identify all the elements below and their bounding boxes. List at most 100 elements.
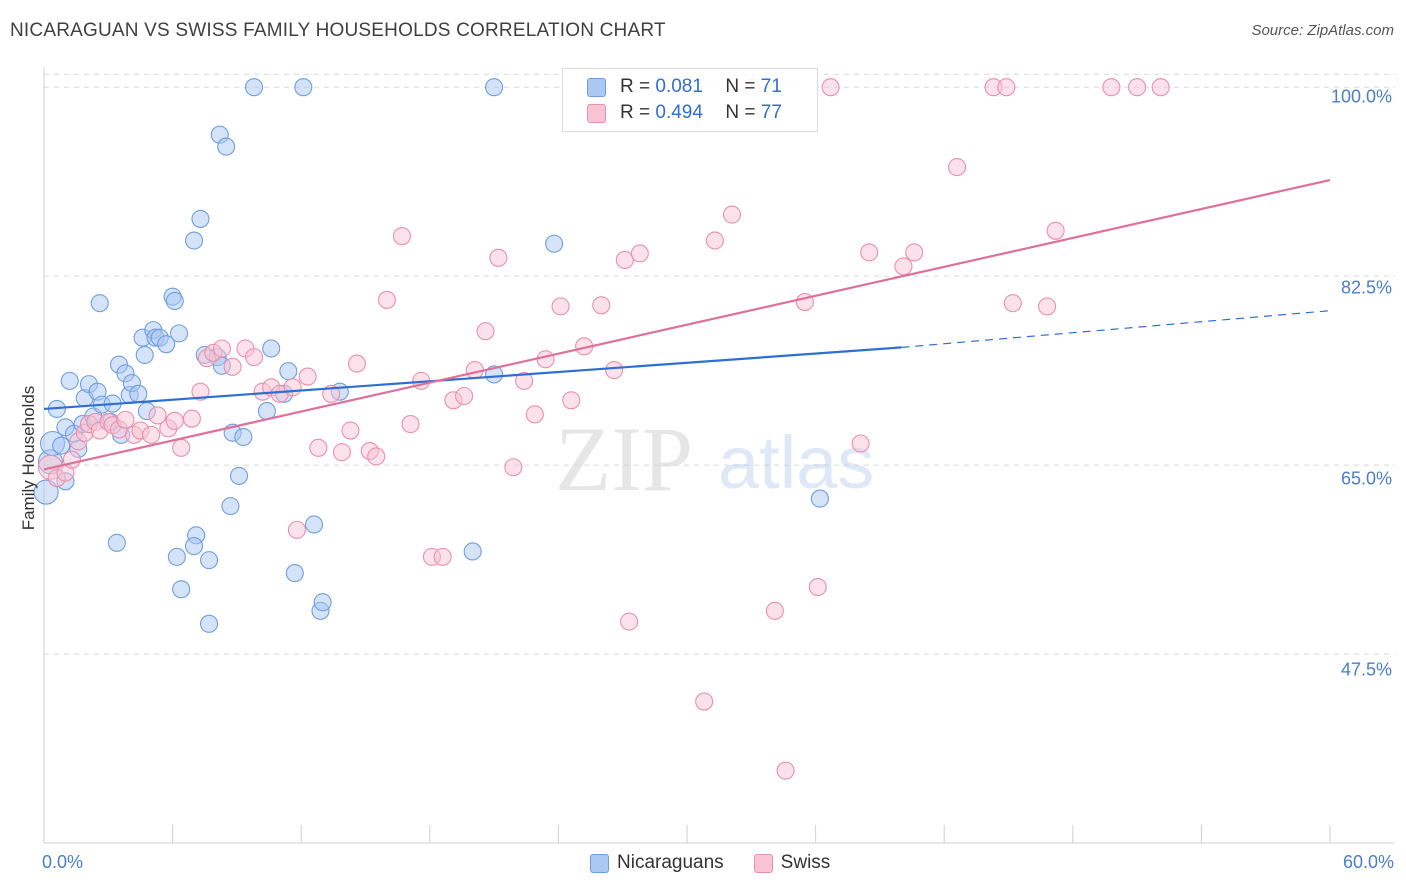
nicaraguans-point: [262, 339, 281, 358]
swiss-point: [905, 243, 924, 262]
swiss-point: [536, 350, 555, 369]
swiss-point: [695, 692, 714, 711]
y-tick-label: 100.0%: [1330, 86, 1392, 107]
nicaraguans-point: [157, 335, 176, 354]
y-tick-label: 82.5%: [1340, 277, 1392, 298]
swiss-point: [182, 409, 201, 428]
swiss-point: [172, 438, 191, 457]
nicaraguans-point: [229, 466, 249, 485]
swiss-point: [605, 361, 624, 380]
legend-row-swiss: R = 0.494 N = 77: [587, 101, 782, 125]
swiss-point: [191, 382, 210, 401]
swiss-trend-line: [43, 178, 1331, 471]
nicaraguans-point: [60, 371, 79, 390]
swiss-point: [894, 257, 913, 276]
r-value: 0.494: [655, 102, 703, 123]
swiss-point: [309, 438, 328, 457]
swiss-point: [776, 761, 795, 780]
swiss-point: [377, 290, 396, 309]
swiss-point: [392, 227, 411, 246]
swiss-point: [705, 231, 724, 250]
swiss-point: [476, 322, 495, 341]
swiss-point: [283, 378, 302, 397]
nicaraguans-point: [135, 345, 154, 365]
nicaraguans-point: [463, 542, 482, 561]
swiss-point: [148, 406, 167, 425]
swiss-point: [1046, 221, 1065, 240]
nicaraguans-point: [294, 78, 313, 97]
y-axis-title: Family Households: [19, 385, 38, 531]
y-tick-label: 47.5%: [1340, 659, 1392, 680]
swiss-point: [615, 250, 634, 270]
swiss-point: [515, 371, 534, 390]
n-value: 71: [760, 76, 782, 97]
swiss-point: [1128, 78, 1147, 97]
pink-swatch: [587, 103, 606, 123]
chart-title: NICARAGUAN VS SWISS FAMILY HOUSEHOLDS CO…: [10, 20, 666, 41]
swiss-point: [851, 434, 870, 453]
watermark-atlas: atlas: [718, 421, 874, 504]
swiss-point: [165, 411, 184, 430]
nicaraguans-point: [285, 564, 304, 583]
nicaraguans-point: [313, 593, 332, 612]
swiss-point: [1102, 78, 1121, 97]
trend-lines: [43, 178, 1331, 471]
correlation-legend: R = 0.081 N = 71 R = 0.494 N = 77: [562, 68, 818, 132]
nicaraguans-point: [172, 580, 191, 599]
nicaraguans-point: [810, 489, 829, 508]
blue-swatch: [587, 77, 606, 97]
n-label: N =: [725, 76, 756, 97]
swiss-point: [562, 391, 581, 410]
n-value: 77: [760, 102, 782, 123]
pink-swatch: [753, 853, 773, 873]
nicaraguans-point: [221, 497, 240, 516]
swiss-point: [142, 425, 161, 444]
nicaraguans-point: [169, 324, 189, 343]
x-tick-label: 0.0%: [42, 852, 84, 872]
swiss-point: [212, 339, 231, 358]
nicaraguans-trend-line: [43, 346, 902, 411]
swiss-point: [997, 78, 1016, 97]
swiss-point: [1003, 294, 1022, 313]
nicaraguans-point: [545, 234, 564, 253]
r-value: 0.081: [655, 76, 703, 97]
legend-label: Nicaraguans: [617, 852, 724, 873]
source-credit: Source: ZipAtlas.com: [1251, 22, 1394, 39]
swiss-point: [808, 578, 827, 597]
nicaraguans-point: [191, 209, 210, 228]
swiss-point: [1151, 78, 1170, 97]
swiss-point: [347, 354, 366, 373]
swiss-point: [401, 415, 420, 434]
nicaraguans-point: [184, 537, 204, 556]
nicaraguans-point: [33, 479, 59, 505]
r-label: R =: [620, 76, 651, 97]
series-legend: Nicaraguans Swiss: [590, 852, 860, 874]
swiss-point: [722, 205, 742, 224]
blue-swatch: [590, 853, 609, 873]
nicaraguans-point: [199, 614, 219, 633]
swiss-point: [116, 410, 135, 429]
swiss-point: [298, 367, 317, 386]
swiss-point: [630, 244, 649, 263]
swiss-point: [525, 405, 544, 424]
nicaraguans-point: [90, 294, 109, 313]
nicaraguans-point: [107, 533, 126, 552]
swiss-point: [433, 547, 452, 566]
swiss-point: [620, 612, 639, 631]
nicaraguans-point: [244, 78, 264, 97]
swiss-point: [332, 443, 351, 462]
legend-label: Swiss: [780, 852, 831, 873]
legend-item-nicaraguans: Nicaraguans: [590, 852, 724, 874]
x-tick-label: 60.0%: [1342, 852, 1394, 872]
swiss-point: [860, 243, 879, 262]
swiss-point: [948, 158, 967, 177]
gridlines: [44, 73, 1395, 655]
watermark-zip: ZIP: [555, 408, 693, 510]
nicaraguans-point: [165, 291, 184, 311]
r-label: R =: [620, 102, 651, 123]
swiss-point: [489, 248, 508, 267]
swiss-point: [504, 458, 523, 477]
swiss-point: [455, 386, 474, 406]
swiss-point: [765, 601, 784, 620]
